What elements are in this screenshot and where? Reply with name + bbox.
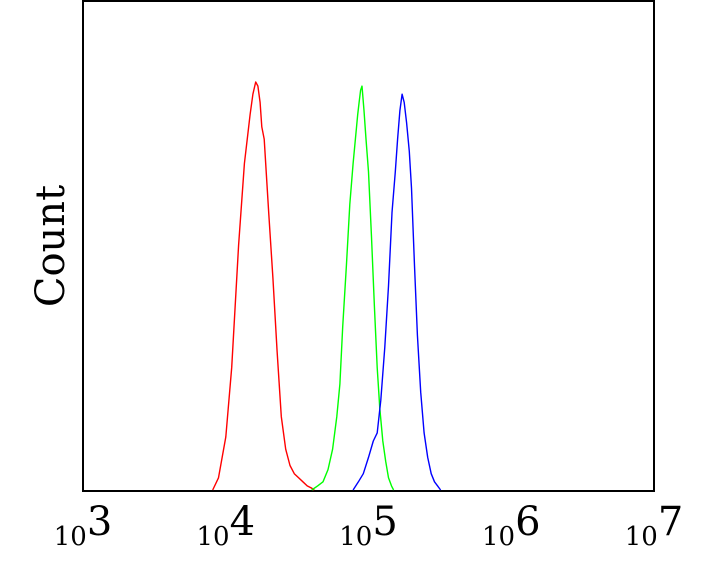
tick-exponent: 6 [515,499,540,545]
x-tick-label: 107 [625,499,684,552]
y-axis-title: Count [28,185,74,307]
tick-exponent: 4 [230,499,255,545]
histogram-series-1 [212,81,315,491]
x-tick-label: 105 [339,499,398,552]
tick-base: 10 [625,522,658,552]
tick-base: 10 [482,522,515,552]
x-tick-label: 103 [54,499,113,552]
tick-exponent: 7 [658,499,683,545]
histogram-series-3 [352,93,442,491]
tick-exponent: 3 [87,499,112,545]
tick-exponent: 5 [372,499,397,545]
x-tick-label: 106 [482,499,541,552]
tick-base: 10 [339,522,372,552]
x-tick-labels: 103 104 105 106 107 [54,499,684,552]
tick-base: 10 [54,522,87,552]
series-layer [212,81,442,491]
tick-base: 10 [197,522,230,552]
plot-frame [82,0,655,492]
x-tick-label: 104 [197,499,256,552]
histogram-series-2 [311,85,395,491]
